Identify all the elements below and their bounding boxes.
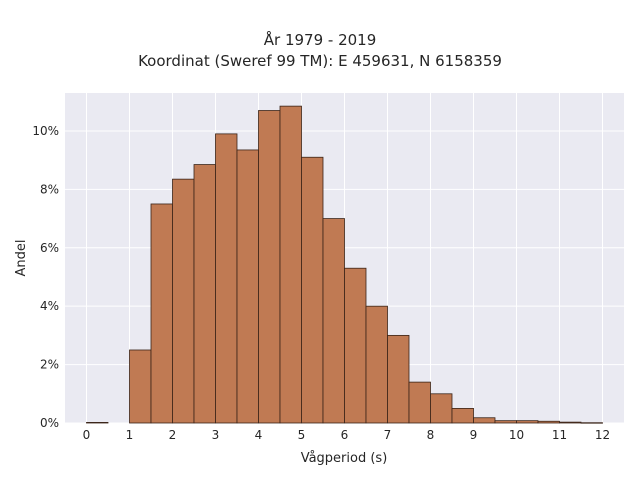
bars	[86, 105, 603, 424]
x-axis-label: Vågperiod (s)	[301, 451, 388, 466]
x-tick-label: 10	[509, 428, 524, 442]
y-tick-label: 10%	[32, 124, 59, 138]
histogram-bar	[559, 421, 582, 424]
x-tick-label: 2	[169, 428, 177, 442]
y-tick-label: 0%	[40, 416, 59, 430]
y-axis-label: Andel	[14, 240, 29, 277]
histogram-bar	[473, 417, 496, 424]
histogram-bar	[344, 267, 367, 424]
x-tick-labels: 0 1 2 3 4 5 6 7 8 9 10 11 12	[83, 428, 610, 442]
y-tick-label: 2%	[40, 358, 59, 372]
histogram-bar	[408, 381, 431, 424]
x-tick-label: 5	[298, 428, 306, 442]
y-tick-labels: 0% 2% 4% 6% 8% 10%	[32, 124, 59, 430]
histogram-bar	[150, 203, 173, 424]
histogram-bar	[236, 149, 259, 424]
histogram-bar	[193, 164, 216, 424]
x-tick-label: 7	[384, 428, 392, 442]
histogram-bar	[279, 105, 302, 424]
y-tick-label: 4%	[40, 299, 59, 313]
chart-title: År 1979 - 2019	[263, 31, 377, 49]
histogram-bar	[537, 420, 560, 424]
histogram-bar	[365, 305, 388, 424]
histogram-bar	[322, 218, 345, 424]
histogram-bar	[86, 422, 109, 424]
x-tick-label: 1	[126, 428, 134, 442]
histogram-bar	[580, 422, 603, 424]
y-tick-label: 6%	[40, 241, 59, 255]
histogram-bar	[516, 420, 539, 424]
chart-subtitle: Koordinat (Sweref 99 TM): E 459631, N 61…	[138, 52, 502, 70]
histogram-bar	[451, 407, 474, 424]
x-tick-label: 0	[83, 428, 91, 442]
y-tick-label: 8%	[40, 182, 59, 196]
histogram-bar	[494, 420, 517, 424]
x-tick-label: 11	[552, 428, 567, 442]
histogram-bar	[172, 178, 195, 424]
histogram-bar	[215, 133, 238, 424]
x-tick-label: 6	[341, 428, 349, 442]
histogram-bar	[387, 334, 410, 424]
histogram-bar	[258, 110, 281, 424]
x-tick-label: 8	[427, 428, 435, 442]
histogram-bar	[430, 393, 453, 424]
x-tick-label: 9	[470, 428, 478, 442]
x-tick-label: 4	[255, 428, 263, 442]
histogram-bar	[301, 156, 324, 424]
x-tick-label: 3	[212, 428, 220, 442]
histogram-bar	[129, 349, 152, 424]
x-tick-label: 12	[595, 428, 610, 442]
